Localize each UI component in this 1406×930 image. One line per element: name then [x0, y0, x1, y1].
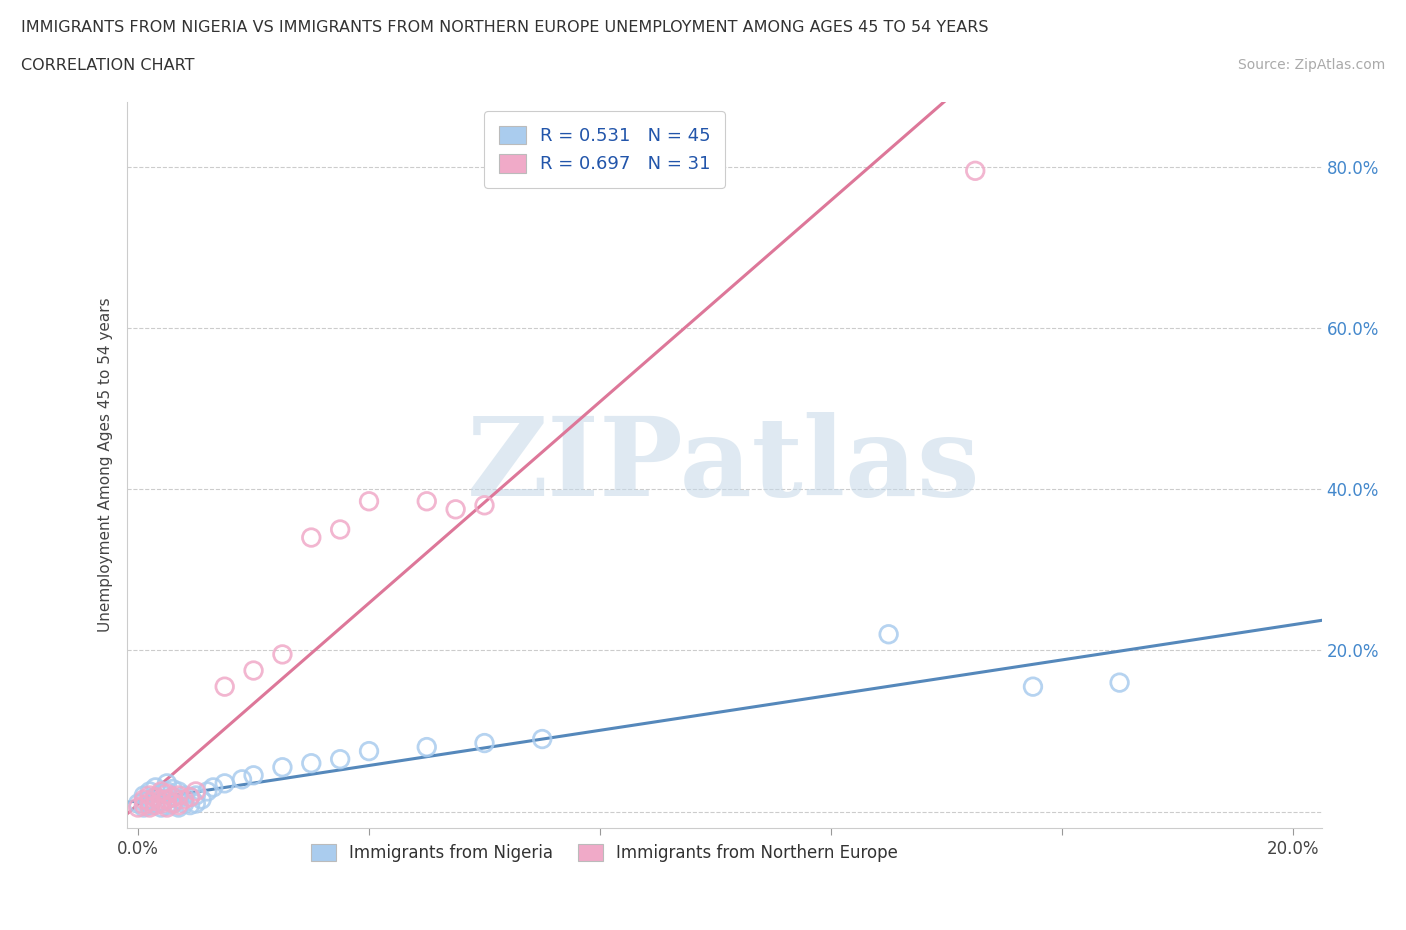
Point	[156, 787, 179, 802]
Point	[156, 784, 179, 799]
Text: IMMIGRANTS FROM NIGERIA VS IMMIGRANTS FROM NORTHERN EUROPE UNEMPLOYMENT AMONG AG: IMMIGRANTS FROM NIGERIA VS IMMIGRANTS FR…	[21, 20, 988, 35]
Point	[173, 792, 195, 807]
Point	[231, 772, 253, 787]
Point	[162, 796, 184, 811]
Point	[167, 800, 190, 815]
Point	[150, 796, 173, 811]
Point	[156, 800, 179, 815]
Point	[150, 784, 173, 799]
Point	[138, 784, 160, 799]
Point	[1108, 675, 1130, 690]
Point	[202, 780, 225, 795]
Point	[138, 798, 160, 813]
Point	[156, 792, 179, 807]
Point	[965, 164, 987, 179]
Point	[531, 732, 554, 747]
Point	[132, 788, 155, 803]
Point	[444, 502, 467, 517]
Point	[145, 780, 167, 795]
Point	[184, 784, 207, 799]
Point	[167, 792, 190, 807]
Point	[167, 784, 190, 799]
Legend: Immigrants from Nigeria, Immigrants from Northern Europe: Immigrants from Nigeria, Immigrants from…	[302, 835, 907, 870]
Point	[150, 787, 173, 802]
Point	[138, 788, 160, 803]
Y-axis label: Unemployment Among Ages 45 to 54 years: Unemployment Among Ages 45 to 54 years	[97, 298, 112, 632]
Point	[195, 784, 218, 799]
Point	[357, 744, 380, 759]
Point	[156, 776, 179, 790]
Point	[173, 788, 195, 803]
Point	[167, 798, 190, 813]
Point	[127, 796, 149, 811]
Point	[474, 736, 496, 751]
Point	[150, 794, 173, 809]
Point	[329, 522, 352, 537]
Point	[242, 768, 264, 783]
Point	[162, 781, 184, 796]
Point	[179, 798, 201, 813]
Point	[184, 788, 207, 803]
Point	[138, 800, 160, 815]
Point	[271, 760, 294, 775]
Point	[132, 798, 155, 813]
Point	[416, 494, 439, 509]
Point	[162, 790, 184, 804]
Point	[150, 800, 173, 815]
Point	[184, 796, 207, 811]
Point	[271, 647, 294, 662]
Point	[474, 498, 496, 512]
Point	[162, 796, 184, 811]
Point	[1022, 679, 1045, 694]
Text: ZIPatlas: ZIPatlas	[467, 411, 981, 519]
Point	[138, 794, 160, 809]
Point	[132, 794, 155, 809]
Point	[127, 800, 149, 815]
Point	[150, 792, 173, 807]
Point	[145, 790, 167, 804]
Point	[156, 792, 179, 807]
Point	[132, 792, 155, 807]
Point	[242, 663, 264, 678]
Point	[179, 790, 201, 804]
Point	[416, 739, 439, 754]
Text: Source: ZipAtlas.com: Source: ZipAtlas.com	[1237, 58, 1385, 72]
Point	[145, 796, 167, 811]
Point	[145, 790, 167, 804]
Point	[190, 792, 212, 807]
Point	[167, 788, 190, 803]
Point	[173, 796, 195, 811]
Point	[132, 800, 155, 815]
Point	[145, 798, 167, 813]
Point	[299, 530, 322, 545]
Point	[179, 790, 201, 804]
Point	[156, 798, 179, 813]
Point	[138, 792, 160, 807]
Point	[877, 627, 900, 642]
Point	[299, 756, 322, 771]
Point	[214, 679, 236, 694]
Point	[162, 790, 184, 804]
Text: CORRELATION CHART: CORRELATION CHART	[21, 58, 194, 73]
Point	[214, 776, 236, 790]
Point	[329, 751, 352, 766]
Point	[357, 494, 380, 509]
